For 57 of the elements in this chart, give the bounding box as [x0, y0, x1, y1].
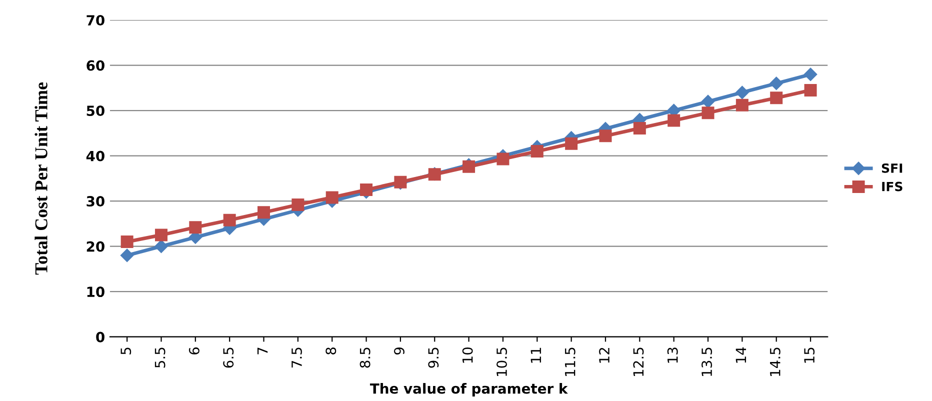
point	[326, 191, 338, 204]
y-tick-label: 30	[86, 196, 104, 207]
point	[189, 221, 202, 234]
x-tick-label: 14.5	[770, 348, 780, 376]
x-tick-label: 7.5	[292, 348, 302, 368]
point	[530, 145, 544, 158]
point	[701, 94, 715, 108]
point	[599, 130, 612, 142]
point	[120, 236, 134, 248]
x-tick-label: 6.5	[223, 348, 234, 368]
point	[736, 98, 748, 112]
point	[565, 137, 578, 150]
point	[770, 92, 783, 104]
point	[360, 184, 373, 196]
y-tick-label: 10	[87, 286, 104, 298]
x-tick-label: 6	[188, 347, 200, 354]
x-tick-label: 8.5	[360, 348, 370, 368]
x-tick-label: 8	[326, 348, 336, 354]
legend-label: IFS	[882, 182, 902, 192]
point	[736, 86, 749, 100]
point	[668, 114, 680, 127]
x-tick-label: 13	[667, 348, 678, 363]
x-tick-label: 5.5	[154, 348, 166, 368]
point	[154, 240, 168, 253]
x-tick-label: 14	[736, 347, 746, 363]
x-tick-label: 12.5	[633, 348, 644, 376]
point	[258, 206, 270, 219]
point	[496, 152, 510, 166]
point	[120, 248, 134, 262]
x-tick-label: 9	[394, 348, 404, 355]
y-tick-label: 70	[86, 15, 104, 26]
x-tick-label: 12	[599, 348, 610, 363]
legend-label: SFI	[882, 163, 902, 173]
y-axis-title: Total Cost Per Unit Time	[34, 82, 48, 275]
x-tick-label: 10.5	[496, 348, 507, 376]
x-tick-label: 15	[804, 348, 815, 363]
y-tick-label: 50	[86, 106, 104, 116]
point	[770, 76, 783, 90]
x-tick-label: 10	[462, 347, 473, 363]
point	[633, 122, 646, 134]
point	[223, 214, 236, 226]
x-tick-label: 13.5	[702, 348, 712, 376]
point	[154, 228, 168, 242]
point	[804, 84, 817, 96]
y-tick-label: 40	[86, 150, 104, 162]
x-tick-label: 11	[530, 348, 541, 363]
y-tick-label: 60	[86, 60, 104, 71]
point	[702, 106, 714, 120]
x-tick-label: 7	[257, 348, 268, 354]
point	[292, 198, 304, 211]
y-tick-label: 0	[96, 332, 104, 342]
y-tick-label: 20	[86, 241, 104, 252]
x-tick-label: 5	[120, 348, 132, 354]
x-tick-label: 9.5	[428, 348, 439, 368]
x-tick-label: 11.5	[565, 348, 576, 376]
x-axis-title: The value of parameter k	[370, 383, 568, 396]
point	[804, 68, 818, 81]
